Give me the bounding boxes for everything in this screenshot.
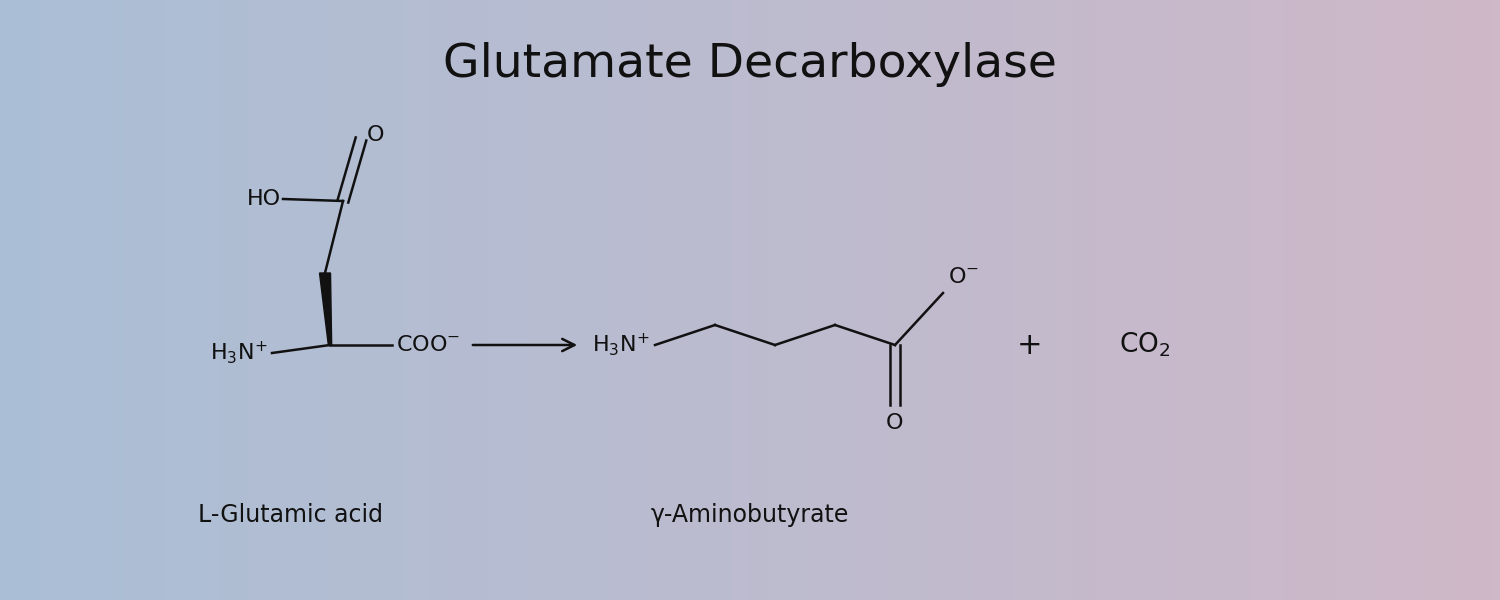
Text: γ-Aminobutyrate: γ-Aminobutyrate [651, 503, 849, 527]
Polygon shape [320, 273, 332, 345]
FancyArrowPatch shape [472, 339, 574, 351]
Text: L-Glutamic acid: L-Glutamic acid [198, 503, 382, 527]
Text: H$_3$N$^{+}$: H$_3$N$^{+}$ [592, 332, 650, 358]
Text: HO: HO [248, 189, 280, 209]
Text: H$_3$N$^{+}$: H$_3$N$^{+}$ [210, 340, 268, 367]
Text: CO$_2$: CO$_2$ [1119, 331, 1170, 359]
Text: Glutamate Decarboxylase: Glutamate Decarboxylase [442, 42, 1058, 87]
Text: COO$^{-}$: COO$^{-}$ [396, 335, 460, 355]
Text: O$^{-}$: O$^{-}$ [948, 267, 980, 287]
Text: O: O [886, 413, 903, 433]
Text: O: O [368, 125, 384, 145]
Text: +: + [1017, 331, 1042, 359]
